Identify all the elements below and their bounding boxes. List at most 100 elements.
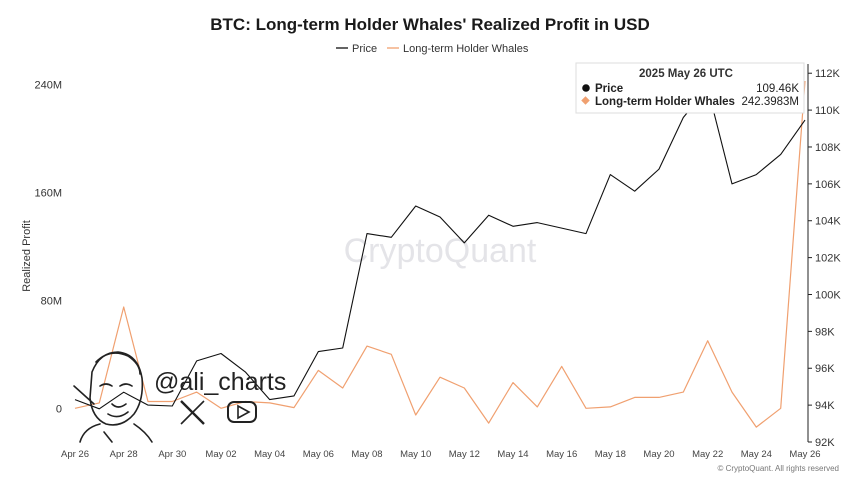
tooltip-price-marker: [582, 84, 590, 92]
price-point: [341, 346, 344, 349]
x-tick-label: May 24: [741, 449, 772, 460]
price-point: [73, 398, 76, 401]
x-tick-label: May 14: [497, 449, 528, 460]
whales-point: [317, 369, 320, 372]
whales-point: [487, 422, 490, 425]
right-tick-label: 100K: [815, 289, 841, 301]
tooltip: 2025 May 26 UTC Price 109.46K Long-term …: [575, 62, 805, 114]
left-axis-ticks: 0 80M 160M 240M: [34, 79, 62, 415]
whales-point: [584, 407, 587, 410]
whales-point: [755, 426, 758, 429]
x-tick-label: Apr 26: [61, 449, 89, 460]
tooltip-box: [575, 62, 805, 114]
x-tick-label: May 02: [205, 449, 236, 460]
whales-point: [730, 390, 733, 393]
tooltip-whales-label: Long-term Holder Whales: [595, 96, 735, 108]
tooltip-date: 2025 May 26 UTC: [639, 68, 733, 80]
price-point: [438, 215, 441, 218]
whales-point: [292, 406, 295, 409]
whales-point: [390, 353, 393, 356]
chart-title: BTC: Long-term Holder Whales' Realized P…: [210, 15, 649, 34]
series-line-price: [74, 87, 806, 410]
price-point: [195, 359, 198, 362]
left-tick-label: 80M: [41, 295, 62, 307]
social-handle: @ali_charts: [154, 368, 286, 396]
x-tick-label: May 08: [351, 449, 382, 460]
price-point: [463, 241, 466, 244]
price-point: [536, 221, 539, 224]
whales-point: [219, 407, 222, 410]
whales-point: [171, 400, 174, 403]
avatar-sketch: [73, 351, 153, 443]
tooltip-whales-value: 242.3983M: [741, 96, 799, 108]
price-point: [560, 227, 563, 230]
x-tick-label: May 20: [643, 449, 674, 460]
price-point: [633, 190, 636, 193]
legend: Price Long-term Holder Whales: [336, 43, 529, 55]
price-point: [171, 404, 174, 407]
whales-point: [463, 386, 466, 389]
price-point: [682, 116, 685, 119]
x-tick-label: May 22: [692, 449, 723, 460]
whales-point: [657, 396, 660, 399]
whales-point: [536, 405, 539, 408]
price-point: [122, 391, 125, 394]
right-tick-label: 92K: [815, 437, 835, 449]
whales-point: [511, 381, 514, 384]
price-point: [292, 394, 295, 397]
price-point: [803, 118, 806, 121]
x-tick-label: Apr 30: [158, 449, 186, 460]
whales-point: [365, 345, 368, 348]
right-tick-label: 108K: [815, 142, 841, 154]
right-tick-label: 106K: [815, 179, 841, 191]
x-logo-icon: [180, 400, 205, 425]
whales-point: [438, 376, 441, 379]
whales-point: [779, 407, 782, 410]
price-point: [730, 182, 733, 185]
x-axis-ticks: Apr 26 Apr 28 Apr 30 May 02 May 04 May 06 May …: [61, 449, 821, 460]
whales-point: [122, 305, 125, 308]
whales-point: [73, 407, 76, 410]
whales-point: [633, 396, 636, 399]
right-axis-ticks: 92K 94K 96K 98K 100K 102K 104K 106K 108K 110K 112K: [808, 68, 841, 449]
whales-point: [609, 405, 612, 408]
right-tick-label: 96K: [815, 363, 835, 375]
x-tick-label: May 10: [400, 449, 431, 460]
watermark-text: CryptoQuant: [344, 232, 537, 270]
series-layer: [73, 80, 806, 429]
left-tick-label: 0: [56, 403, 62, 415]
right-tick-label: 112K: [815, 68, 841, 80]
left-tick-label: 160M: [34, 187, 62, 199]
y-axis-label: Realized Profit: [21, 220, 33, 292]
right-tick-label: 98K: [815, 326, 835, 338]
whales-point: [682, 390, 685, 393]
left-tick-label: 240M: [34, 79, 62, 91]
x-tick-label: May 04: [254, 449, 285, 460]
series-line-whales: [74, 80, 806, 428]
right-tick-label: 110K: [815, 105, 841, 117]
x-tick-label: May 26: [789, 449, 820, 460]
whales-point: [560, 365, 563, 368]
right-tick-label: 94K: [815, 400, 835, 412]
price-point: [268, 398, 271, 401]
whales-point: [268, 401, 271, 404]
legend-price-label[interactable]: Price: [352, 43, 377, 55]
price-point: [657, 168, 660, 171]
tooltip-price-label: Price: [595, 83, 623, 95]
price-point: [414, 204, 417, 207]
whales-point: [98, 401, 101, 404]
price-point: [365, 232, 368, 235]
tooltip-price-value: 109.46K: [756, 83, 799, 95]
price-point: [584, 232, 587, 235]
x-tick-label: May 16: [546, 449, 577, 460]
copyright-text: © CryptoQuant. All rights reserved: [718, 464, 840, 473]
price-point: [219, 352, 222, 355]
price-point: [511, 225, 514, 228]
legend-whales-label[interactable]: Long-term Holder Whales: [403, 43, 529, 55]
price-point: [609, 173, 612, 176]
x-tick-label: May 12: [449, 449, 480, 460]
price-point: [98, 407, 101, 410]
social-overlay: @ali_charts: [73, 351, 286, 443]
price-point: [487, 214, 490, 217]
